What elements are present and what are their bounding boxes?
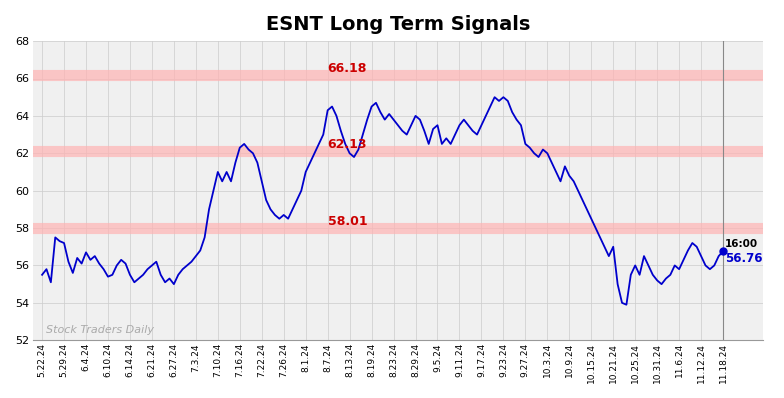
Text: 62.13: 62.13 [328, 138, 367, 151]
Text: 16:00: 16:00 [725, 239, 758, 249]
Text: 56.76: 56.76 [725, 252, 763, 265]
Title: ESNT Long Term Signals: ESNT Long Term Signals [266, 15, 530, 34]
Text: Stock Traders Daily: Stock Traders Daily [46, 325, 154, 335]
Text: 58.01: 58.01 [328, 215, 367, 228]
Text: 66.18: 66.18 [328, 62, 367, 75]
